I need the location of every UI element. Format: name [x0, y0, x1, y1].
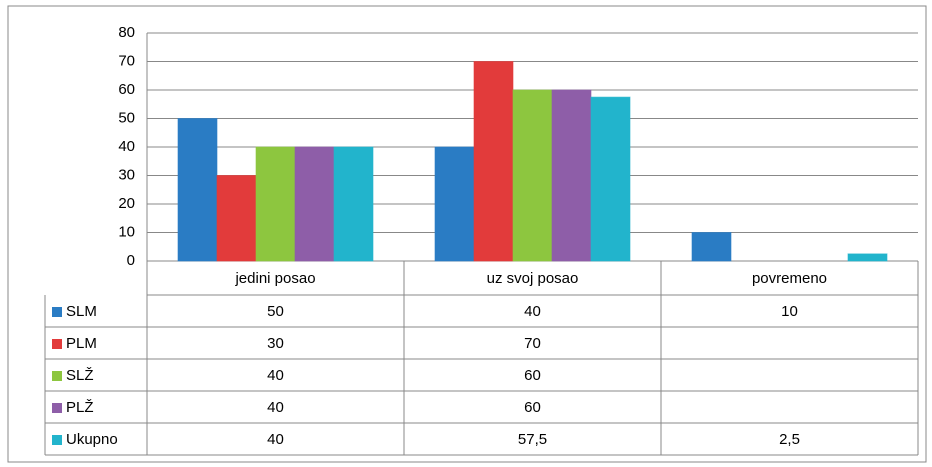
- table-value: 60: [524, 399, 541, 416]
- y-tick-label: 50: [118, 109, 135, 126]
- table-value: 60: [524, 367, 541, 384]
- table-value: 40: [267, 399, 284, 416]
- y-tick-label: 80: [118, 24, 135, 41]
- bar: [294, 146, 335, 262]
- legend-label: SLM: [66, 303, 97, 320]
- bar: [473, 61, 514, 262]
- bar: [434, 146, 475, 262]
- bar: [512, 89, 553, 262]
- x-tick-label: povremeno: [752, 270, 827, 287]
- y-tick-label: 40: [118, 138, 135, 155]
- bar: [216, 175, 257, 262]
- y-tick-label: 60: [118, 81, 135, 98]
- y-tick-label: 10: [118, 223, 135, 240]
- table-value: 40: [524, 303, 541, 320]
- bar: [590, 96, 631, 262]
- table-value: 40: [267, 367, 284, 384]
- legend-key: [52, 307, 62, 317]
- table-value: 70: [524, 335, 541, 352]
- legend-key: [52, 435, 62, 445]
- legend-label: PLM: [66, 335, 97, 352]
- x-tick-label: jedini posao: [234, 270, 315, 287]
- y-tick-label: 30: [118, 166, 135, 183]
- y-tick-label: 0: [127, 252, 135, 269]
- table-value: 10: [781, 303, 798, 320]
- bar: [177, 118, 218, 262]
- table-value: 2,5: [779, 431, 800, 448]
- legend-key: [52, 371, 62, 381]
- legend-label: PLŽ: [66, 399, 94, 416]
- table-value: 30: [267, 335, 284, 352]
- legend-key: [52, 339, 62, 349]
- bar: [847, 253, 888, 262]
- y-tick-label: 20: [118, 195, 135, 212]
- x-tick-label: uz svoj posao: [487, 270, 579, 287]
- legend-key: [52, 403, 62, 413]
- legend-label: SLŽ: [66, 367, 94, 384]
- bar: [691, 232, 732, 262]
- table-value: 40: [267, 431, 284, 448]
- bar: [333, 146, 374, 262]
- legend-label: Ukupno: [66, 431, 118, 448]
- bar: [255, 146, 296, 262]
- bar: [551, 89, 592, 262]
- table-value: 57,5: [518, 431, 547, 448]
- y-tick-label: 70: [118, 52, 135, 69]
- table-value: 50: [267, 303, 284, 320]
